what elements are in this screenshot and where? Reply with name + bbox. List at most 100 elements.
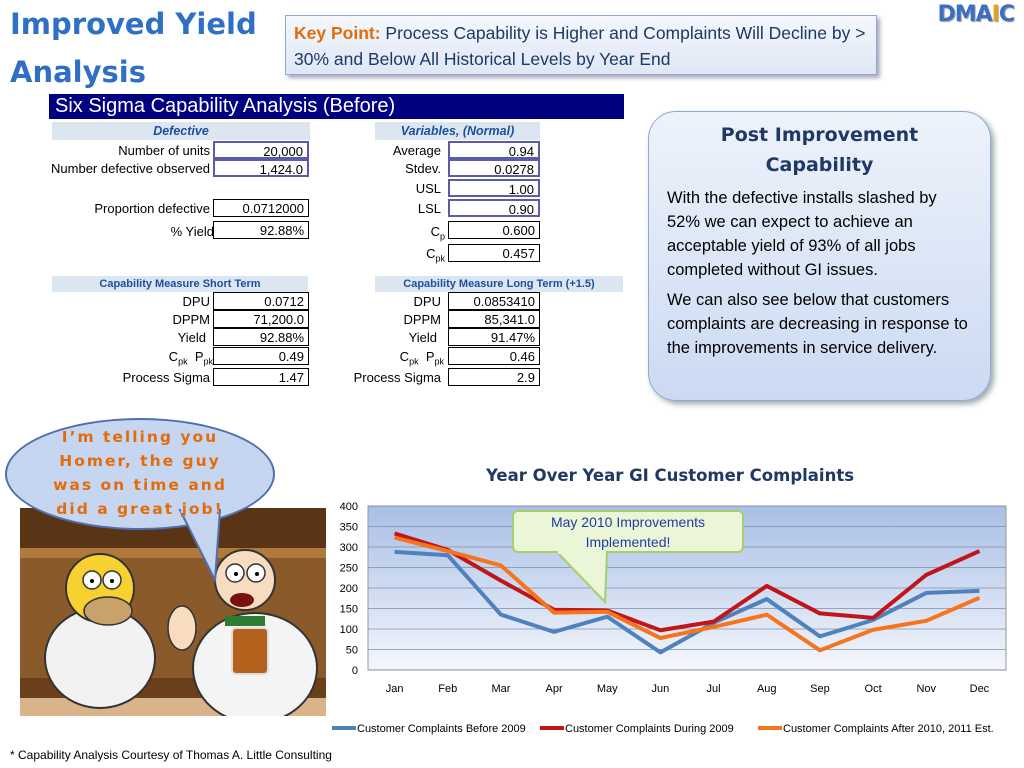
dmaic-logo-dma: DMA [937,2,992,27]
y-tick-label: 100 [340,624,358,636]
ppk-sub: pk [434,356,444,367]
legend-label: Customer Complaints Before 2009 [357,723,526,735]
y-tick-label: 0 [352,665,358,677]
long-term-label: DPU [413,294,441,309]
long-term-value: 0.0853410 [448,292,540,310]
footnote: * Capability Analysis Courtesy of Thomas… [10,748,332,762]
variables-label: Average [392,143,441,158]
post-improvement-box: Post Improvement Capability With the def… [648,111,991,401]
short-term-label-cpk-ppk: Cpk Ppk [60,348,213,367]
defective-label: % Yield [170,224,214,239]
x-tick-label: Jan [386,683,404,695]
variables-label: Stdev. [405,161,441,176]
x-tick-label: Nov [916,683,936,695]
defective-label: Number of units [118,143,210,158]
cartoon-illustration [20,508,326,716]
short-term-header: Capability Measure Short Term [52,276,308,292]
dmaic-logo: DMAIC [937,2,1015,27]
x-tick-label: Feb [438,683,457,695]
key-point-box: Key Point: Process Capability is Higher … [285,15,877,75]
ppk-p: P [425,349,435,364]
variables-label: Cp [340,223,445,242]
x-tick-label: Jul [707,683,721,695]
page-title-line1: Improved Yield [10,7,257,41]
x-tick-label: Mar [491,683,510,695]
short-term-label: Process Sigma [122,370,210,385]
variables-header: Variables, (Normal) [375,122,540,140]
defective-value: 1,424.0 [213,159,309,177]
variables-value: 0.457 [448,244,540,262]
post-improvement-heading: Post Improvement Capability [720,124,919,176]
long-term-label-cpk-ppk: Cpk Ppk [340,348,444,367]
chart-annotation-pointer [555,550,609,605]
cpk-sub: pk [178,356,188,367]
defective-value: 92.88% [213,221,309,239]
short-term-value: 92.88% [213,328,309,346]
short-term-label: Yield [177,330,206,345]
long-term-value: 85,341.0 [448,310,540,328]
variables-value: 0.600 [448,221,540,239]
post-improvement-para1: With the defective installs slashed by 5… [667,189,937,279]
variables-label: USL [415,181,441,196]
long-term-value: 91.47% [448,328,540,346]
x-tick-label: Aug [757,683,777,695]
cpk-c: C [426,246,436,261]
long-term-label: DPPM [403,312,441,327]
page-title-line2: Analysis [10,55,146,89]
y-tick-label: 50 [346,645,358,657]
x-tick-label: Dec [970,683,990,695]
speech-bubble-tail [178,505,222,584]
variables-label: LSL [417,201,441,216]
defective-label: Number defective observed [51,161,210,176]
variables-label: Cpk [340,245,445,264]
cpk-sub: pk [409,356,419,367]
speech-bubble [5,418,275,530]
ppk-sub: pk [203,356,213,367]
key-point-label: Key Point: [294,23,381,43]
capability-title: Six Sigma Capability Analysis (Before) [49,94,624,119]
variables-value: 0.90 [448,199,540,217]
y-tick-label: 300 [340,542,358,554]
x-tick-label: May [597,683,618,695]
cpk-sub: pk [435,253,445,264]
dmaic-logo-i: I [991,2,1000,27]
page-title: Improved Yield Analysis [10,0,280,96]
cpk-c: C [399,349,410,364]
cp-sub: p [439,231,445,242]
post-improvement-para2: We can also see below that customers com… [667,291,968,357]
short-term-value: 1.47 [213,368,309,386]
defective-label: Proportion defective [94,201,210,216]
long-term-label: Yield [408,330,437,345]
series-line-3 [394,535,981,653]
x-tick-label: Sep [810,683,830,695]
legend-label: Customer Complaints After 2010, 2011 Est… [783,723,994,735]
y-tick-label: 200 [340,583,358,595]
series-line-2 [393,531,981,633]
short-term-value: 0.49 [213,347,309,365]
chart-annotation: May 2010 Improvements Implemented! [512,510,744,553]
long-term-value: 0.46 [448,347,540,365]
y-tick-label: 250 [340,563,358,575]
key-point-text: Process Capability is Higher and Complai… [294,23,866,69]
short-term-value: 71,200.0 [213,310,309,328]
defective-value: 20,000 [213,141,309,159]
x-tick-label: Oct [865,683,882,695]
defective-header: Defective [52,122,310,140]
y-tick-label: 400 [340,501,358,513]
ppk-p: P [194,349,204,364]
x-tick-label: Apr [546,683,563,695]
cp-c: C [430,224,440,239]
long-term-label: Process Sigma [353,370,441,385]
y-tick-label: 350 [340,522,358,534]
short-term-value: 0.0712 [213,292,309,310]
variables-value: 1.00 [448,179,540,197]
variables-value: 0.94 [448,141,540,159]
short-term-label: DPU [182,294,210,309]
variables-value: 0.0278 [448,159,540,177]
defective-value: 0.0712000 [213,199,309,217]
short-term-label: DPPM [172,312,210,327]
x-tick-label: Jun [652,683,670,695]
speech-bubble-text: I’m telling you Homer, the guy was on ti… [53,428,227,518]
dmaic-logo-c: C [998,2,1015,27]
cpk-c: C [168,349,179,364]
